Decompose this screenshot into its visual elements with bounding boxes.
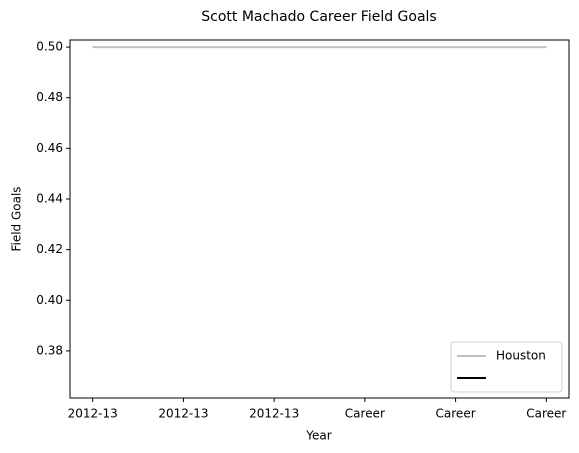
y-tick-label: 0.42 <box>36 242 63 256</box>
x-tick-label: 2012-13 <box>68 407 118 421</box>
y-axis-label: Field Goals <box>10 186 24 251</box>
y-tick-label: 0.38 <box>36 343 63 357</box>
x-tick-label: Career <box>436 407 476 421</box>
y-tick-label: 0.40 <box>36 293 63 307</box>
chart-title: Scott Machado Career Field Goals <box>201 9 436 25</box>
y-tick-label: 0.50 <box>36 40 63 54</box>
x-tick-label: 2012-13 <box>249 407 299 421</box>
y-tick-label: 0.46 <box>36 141 63 155</box>
x-axis-label: Year <box>305 429 331 443</box>
plot-frame <box>69 39 570 399</box>
y-tick-label: 0.48 <box>36 90 63 104</box>
x-tick-label: Career <box>526 407 566 421</box>
legend-box <box>450 341 563 393</box>
x-tick-label: Career <box>345 407 385 421</box>
legend-label: Houston <box>496 349 546 363</box>
x-tick-label: 2012-13 <box>158 407 208 421</box>
y-tick-label: 0.44 <box>36 191 63 205</box>
